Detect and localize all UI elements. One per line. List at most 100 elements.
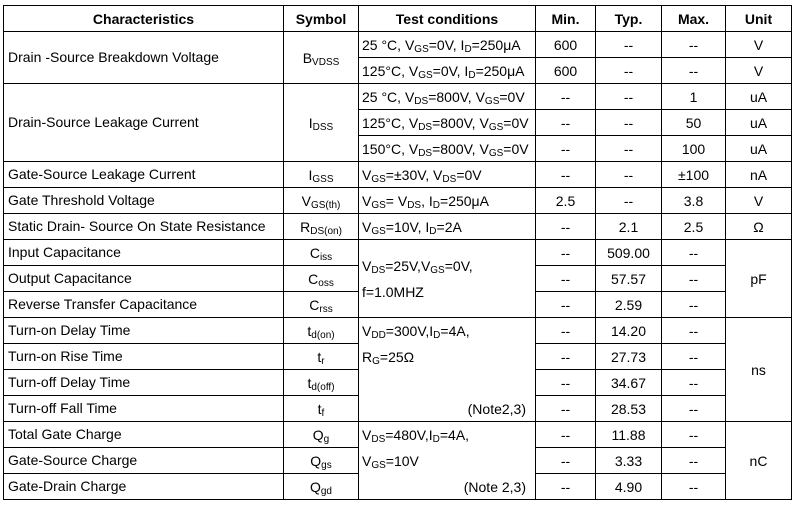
min-value: 2.5 xyxy=(535,187,596,214)
symbol: Crss xyxy=(283,291,359,318)
row: Turn-on Rise Time tr -- 27.73 -- xyxy=(3,343,792,370)
characteristic: Reverse Transfer Capacitance xyxy=(3,291,284,318)
characteristic: Turn-off Fall Time xyxy=(3,395,284,422)
symbol: RDS(on) xyxy=(283,213,359,240)
max-value: -- xyxy=(661,31,726,58)
text: t xyxy=(317,400,322,417)
min-value: -- xyxy=(535,395,596,422)
row: 150°C, VDS=800V, VGS=0V -- -- 100 uA xyxy=(4,135,792,162)
subscript: VDSS xyxy=(312,56,340,68)
min-value: 600 xyxy=(535,57,596,84)
typ-value: 2.59 xyxy=(595,291,662,318)
condition-line: 125°C, VGS=0V, ID=250μA xyxy=(362,58,532,84)
column-header: Min. xyxy=(535,5,596,32)
subscript: D xyxy=(433,330,441,341)
subscript: GS xyxy=(430,264,445,276)
max-value: ±100 xyxy=(661,161,726,188)
row: Gate-Source Charge Qgs -- 3.33 -- xyxy=(3,447,792,474)
text: =800V, V xyxy=(432,114,489,131)
row: Drain-Source Leakage Current IDSS 25 °C, V… xyxy=(3,83,792,162)
typ-value: -- xyxy=(595,83,662,110)
condition-line: VGS=±30V, VDS=0V xyxy=(362,162,532,188)
subscript: d(on) xyxy=(311,329,335,341)
conditions-box: VDD=300V,ID=4A, RG=25Ω (Note2,3) xyxy=(362,318,532,421)
min-value: -- xyxy=(535,369,596,396)
text: R xyxy=(300,218,311,235)
conditions-box: 125°C, VDS=800V, VGS=0V xyxy=(362,110,532,135)
subscript: gs xyxy=(321,459,332,471)
typ-value: 11.88 xyxy=(595,421,662,448)
characteristic: Gate Threshold Voltage xyxy=(3,187,284,214)
symbol: td(on) xyxy=(283,317,359,344)
text: =0V, I xyxy=(428,36,465,53)
max-value: 1 xyxy=(661,83,726,110)
text: =480V,I xyxy=(385,427,433,443)
row: Drain -Source Breakdown Voltage BVDSS 25 °… xyxy=(3,31,792,84)
characteristic: Drain-Source Leakage Current xyxy=(3,83,284,162)
text: =250μA xyxy=(471,36,521,53)
condition-line: 25 °C, VDS=800V, VGS=0V xyxy=(362,84,532,110)
text: =250μA xyxy=(475,62,525,79)
min-value: -- xyxy=(535,83,596,110)
row: Output Capacitance Coss -- 57.57 -- xyxy=(3,265,792,292)
subscript: oss xyxy=(318,277,334,289)
min-value: -- xyxy=(535,213,596,240)
subscript: G xyxy=(372,356,380,367)
subscript: D xyxy=(429,225,437,237)
row: Total Gate Charge Qg VDS=480V,ID=4A, VGS=10… xyxy=(3,421,792,500)
subscript: GS xyxy=(371,173,386,185)
unit: pF xyxy=(725,239,792,318)
typ-value: 27.73 xyxy=(595,343,662,370)
conditions-box: VGS=±30V, VDS=0V xyxy=(362,162,532,187)
text: V xyxy=(362,166,372,183)
characteristic: Gate-Drain Charge xyxy=(3,473,284,500)
text: V xyxy=(362,453,372,469)
subscript: f xyxy=(321,407,325,419)
conditions-box: 25 °C, VGS=0V, ID=250μA xyxy=(362,32,532,57)
text: 125°C, V xyxy=(362,114,419,131)
row: Turn-off Delay Time td(off) -- 34.67 -- xyxy=(3,369,792,396)
condition-line: VDD=300V,ID=4A, xyxy=(362,318,532,344)
subscript: GS xyxy=(484,95,500,107)
typ-value: 34.67 xyxy=(595,369,662,396)
text: Q xyxy=(312,426,324,443)
subscript: r xyxy=(321,355,325,367)
text: C xyxy=(309,244,320,261)
text: =800V, V xyxy=(428,88,485,105)
subscript: DS xyxy=(418,121,433,133)
max-value: -- xyxy=(661,369,726,396)
text: =0V xyxy=(499,88,525,105)
text: =0V xyxy=(456,166,482,183)
column-header: Symbol xyxy=(283,5,359,32)
typ-value: 28.53 xyxy=(595,395,662,422)
text: t xyxy=(317,348,322,365)
typ-value: -- xyxy=(595,31,662,58)
text: V xyxy=(362,218,372,235)
characteristic: Output Capacitance xyxy=(3,265,284,292)
text: f=1.0MHZ xyxy=(362,283,424,300)
max-value: 2.5 xyxy=(661,213,726,240)
typ-value: 14.20 xyxy=(595,317,662,344)
row: Turn-off Fall Time tf -- 28.53 -- xyxy=(3,395,792,422)
text: , I xyxy=(421,192,433,209)
conditions-box: 125°C, VGS=0V, ID=250μA xyxy=(362,58,532,83)
condition-line: VGS=10V xyxy=(362,448,532,474)
column-header: Max. xyxy=(661,5,726,32)
unit: uA xyxy=(725,109,792,136)
typ-value: 4.90 xyxy=(595,473,662,500)
min-value: -- xyxy=(535,317,596,344)
condition-line: VDS=480V,ID=4A, xyxy=(362,422,532,448)
condition-line: VGS= VDS, ID=250μA xyxy=(362,188,532,214)
text: t xyxy=(307,374,312,391)
text: I xyxy=(308,114,313,131)
symbol: BVDSS xyxy=(283,31,359,84)
min-value: -- xyxy=(535,291,596,318)
subscript: D xyxy=(468,69,476,81)
conditions-box: VDS=480V,ID=4A, VGS=10V (Note 2,3) xyxy=(362,422,532,499)
min-value: -- xyxy=(535,109,596,136)
symbol: td(off) xyxy=(283,369,359,396)
subscript: GS xyxy=(418,69,433,81)
max-value: 100 xyxy=(661,135,726,162)
characteristic: Static Drain- Source On State Resistance xyxy=(3,213,284,240)
min-value: -- xyxy=(535,447,596,474)
